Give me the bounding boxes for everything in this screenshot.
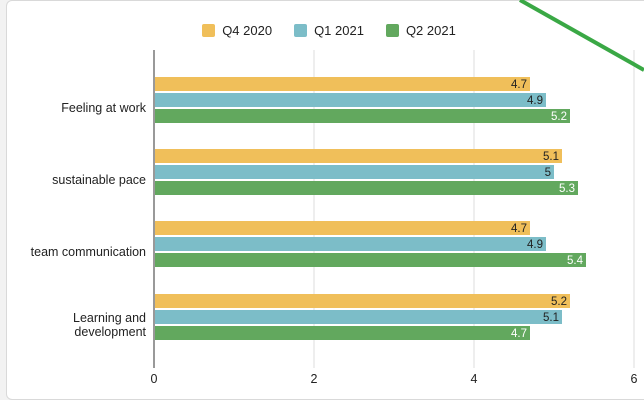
value-label-sustainable-pace-q1-2021: 5 [545,167,551,179]
value-label-feeling-at-work-q4-2020: 4.7 [511,79,527,91]
x-tick-label-4: 4 [471,372,478,386]
x-tick-label-2: 2 [311,372,318,386]
legend-label-q1-2021: Q1 2021 [314,23,364,38]
value-label-feeling-at-work-q2-2021: 5.2 [551,111,567,123]
category-label-learning-and-development-line1: Learning and [73,311,146,325]
legend-item-q2-2021[interactable]: Q2 2021 [385,23,456,38]
category-label-feeling-at-work: Feeling at work [61,101,147,115]
value-label-sustainable-pace-q4-2020: 5.1 [543,151,559,163]
bar-sustainable-pace-q4-2020 [155,149,562,163]
bar-learning-and-development-q2-2021 [155,326,530,340]
value-label-team-communication-q1-2021: 4.9 [527,239,543,251]
legend-item-q4-2020[interactable]: Q4 2020 [202,23,272,38]
chart-legend[interactable]: Q4 2020 Q1 2021 Q2 2021 [7,23,644,38]
value-label-learning-and-development-q4-2020: 5.2 [551,296,567,308]
bar-feeling-at-work-q2-2021 [155,109,570,123]
legend-swatch-q1-2021 [294,24,308,37]
legend-label-q2-2021: Q2 2021 [405,23,456,38]
x-tick-label-6: 6 [631,372,638,386]
legend-label-q4-2020: Q4 2020 [222,23,273,38]
value-label-learning-and-development-q2-2021: 4.7 [511,328,527,340]
category-label-learning-and-development-line2: development [74,325,146,339]
bar-feeling-at-work-q4-2020 [155,77,530,91]
bar-sustainable-pace-q2-2021 [155,181,578,195]
value-label-team-communication-q4-2020: 4.7 [511,223,527,235]
bar-feeling-at-work-q1-2021 [155,93,546,107]
bar-learning-and-development-q1-2021 [155,310,562,324]
bar-sustainable-pace-q1-2021 [155,165,554,179]
bar-team-communication-q4-2020 [155,221,530,235]
legend-item-q1-2021[interactable]: Q1 2021 [294,23,364,38]
bar-team-communication-q2-2021 [155,253,586,267]
x-tick-label-0: 0 [151,372,158,386]
legend-swatch-q4-2020 [202,24,216,37]
bar-learning-and-development-q4-2020 [155,294,570,308]
legend-swatch-q2-2021 [385,24,399,37]
annotation-arrow-icon [519,0,644,72]
category-label-sustainable-pace: sustainable pace [52,173,146,187]
value-label-team-communication-q2-2021: 5.4 [567,255,584,267]
value-label-sustainable-pace-q2-2021: 5.3 [559,183,575,195]
bar-team-communication-q1-2021 [155,237,546,251]
category-label-team-communication: team communication [31,245,146,259]
value-label-learning-and-development-q1-2021: 5.1 [543,312,559,324]
value-label-feeling-at-work-q1-2021: 4.9 [527,95,543,107]
